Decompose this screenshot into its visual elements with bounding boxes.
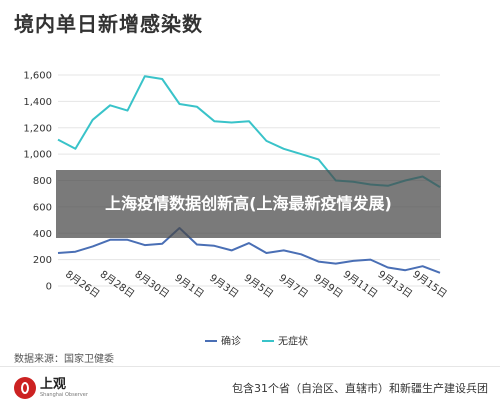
footer-note: 包含31个省（自治区、直辖市）和新疆生产建设兵团 xyxy=(232,382,488,395)
x-tick-label: 9月13日 xyxy=(376,268,415,300)
logo-text: 上观 xyxy=(40,377,67,392)
y-tick-label: 400 xyxy=(33,229,52,240)
y-tick-label: 800 xyxy=(33,176,52,187)
logo-icon xyxy=(14,377,36,399)
y-tick-label: 0 xyxy=(46,282,52,293)
y-tick-label: 600 xyxy=(33,202,52,213)
y-tick-label: 1,200 xyxy=(23,123,52,134)
y-tick-label: 1,600 xyxy=(23,71,52,82)
headline-text: 上海疫情数据创新高(上海最新疫情发展) xyxy=(105,194,392,213)
footer-divider xyxy=(0,366,500,367)
legend-label: 无症状 xyxy=(278,335,308,348)
y-tick-label: 200 xyxy=(33,255,52,266)
y-axis-ticks: 0 200 400 600 800 1,000 1,200 1,400 1,600 xyxy=(23,71,52,293)
series-line-confirmed xyxy=(57,227,441,274)
y-tick-label: 1,400 xyxy=(23,97,52,108)
x-tick-label: 8月26日 xyxy=(63,268,102,300)
logo-subtitle: Shanghai Observer xyxy=(40,392,88,398)
y-tick-label: 1,000 xyxy=(23,150,52,161)
legend: 确诊 无症状 xyxy=(205,335,308,348)
x-tick-label: 8月30日 xyxy=(132,268,171,300)
page-title: 境内单日新增感染数 xyxy=(14,12,203,36)
data-source: 数据来源：国家卫健委 xyxy=(14,354,114,365)
x-tick-label: 9月11日 xyxy=(341,268,380,300)
x-tick-label: 8月28日 xyxy=(98,268,137,300)
headline-overlay: 上海疫情数据创新高(上海最新疫情发展) xyxy=(56,170,441,238)
legend-label: 确诊 xyxy=(221,335,241,348)
logo: 上观 Shanghai Observer xyxy=(14,374,94,402)
x-tick-label: 9月15日 xyxy=(410,268,449,300)
